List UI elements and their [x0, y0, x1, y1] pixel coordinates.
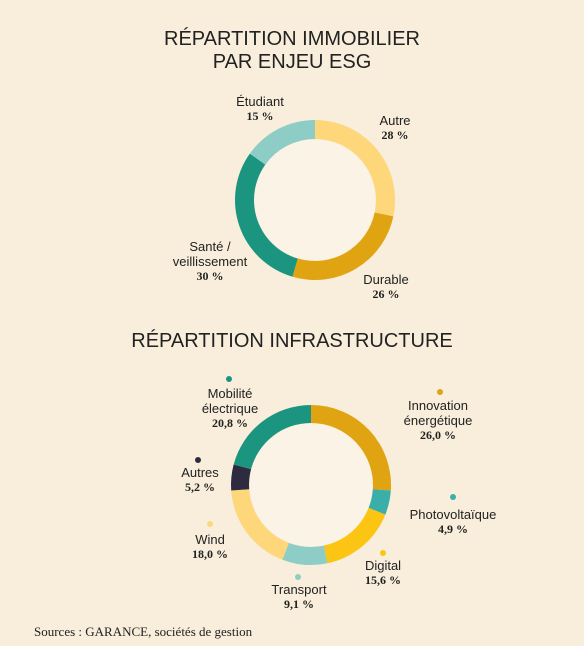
- donut-slice: [315, 120, 396, 217]
- category-label: Wind: [195, 532, 225, 547]
- slice-label: Mobilité électrique 20,8 %: [185, 386, 275, 431]
- category-label: Innovation énergétique: [403, 398, 473, 428]
- donut-slice: [235, 153, 298, 277]
- legend-dot: [295, 574, 301, 580]
- legend-dot: [437, 389, 443, 395]
- value-label: 4,9 %: [438, 522, 468, 536]
- value-label: 26 %: [372, 287, 400, 301]
- category-label: Transport: [271, 582, 327, 597]
- donut-slice: [368, 489, 391, 515]
- slice-label: Transport 9,1 %: [259, 582, 339, 612]
- category-label: Mobilité électrique: [201, 386, 259, 416]
- slice-label: Photovoltaïque 4,9 %: [398, 507, 508, 537]
- value-label: 26,0 %: [420, 428, 456, 442]
- source: Sources : GARANCE, sociétés de gestion: [34, 624, 253, 639]
- category-label: Photovoltaïque: [409, 507, 497, 522]
- category-label: Digital: [364, 558, 402, 573]
- donut-slice: [231, 464, 252, 491]
- slice-label: Innovation énergétique 26,0 %: [388, 398, 488, 443]
- donut-slice: [292, 212, 394, 280]
- donut-slice: [323, 507, 386, 564]
- donut-slice: [282, 542, 328, 565]
- legend-dot: [450, 494, 456, 500]
- value-label: 20,8 %: [212, 416, 248, 430]
- category-label: Durable: [363, 272, 409, 287]
- slice-label: Étudiant 15 %: [220, 94, 300, 124]
- donut-hole: [249, 423, 373, 547]
- slice-label: Wind 18,0 %: [170, 532, 250, 562]
- category-label: Santé / veillissement: [172, 239, 248, 269]
- value-label: 5,2 %: [185, 480, 215, 494]
- slice-label: Durable 26 %: [346, 272, 426, 302]
- legend-dot: [195, 457, 201, 463]
- chart-title: RÉPARTITION INFRASTRUCTURE: [131, 330, 453, 352]
- slice-label: Autres 5,2 %: [160, 465, 240, 495]
- legend-dot: [207, 521, 213, 527]
- value-label: 9,1 %: [284, 597, 314, 611]
- chart-title: RÉPARTITION IMMOBILIER PAR ENJEU ESG: [164, 28, 420, 73]
- legend-dot: [380, 550, 386, 556]
- donut-hole: [254, 139, 376, 261]
- value-label: 15,6 %: [365, 573, 401, 587]
- value-label: 18,0 %: [192, 547, 228, 561]
- value-label: 30 %: [196, 269, 224, 283]
- donut-slice: [233, 405, 311, 470]
- category-label: Autre: [379, 113, 411, 128]
- value-label: 28 %: [381, 128, 409, 142]
- category-label: Étudiant: [236, 94, 284, 109]
- value-label: 15 %: [246, 109, 274, 123]
- slice-label: Autre 28 %: [355, 113, 435, 143]
- slice-label: Digital 15,6 %: [343, 558, 423, 588]
- donut-slice: [311, 405, 391, 491]
- category-label: Autres: [181, 465, 219, 480]
- donut-slice: [249, 120, 315, 165]
- legend-dot: [226, 376, 232, 382]
- slice-label: Santé / veillissement 30 %: [155, 239, 265, 284]
- donut-slice: [231, 489, 289, 560]
